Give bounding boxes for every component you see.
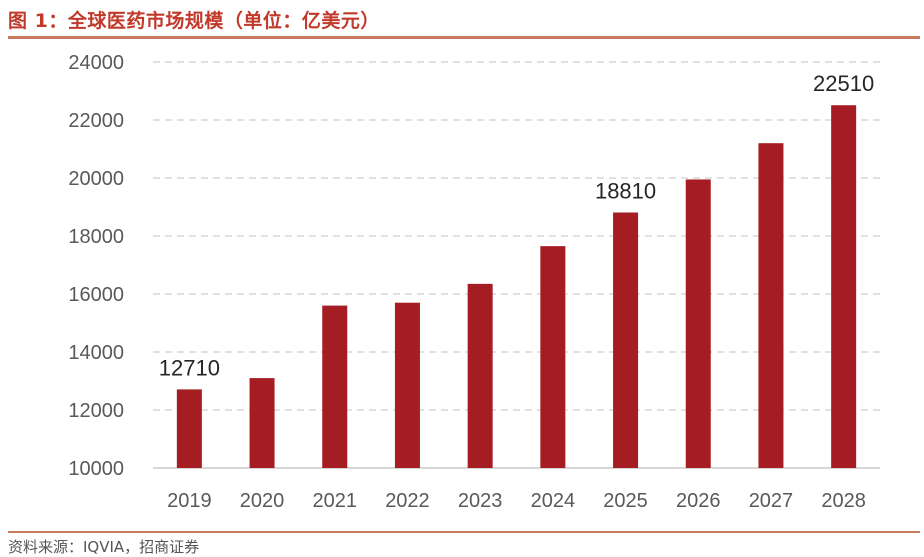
bar-2020 [249,378,275,468]
y-tick-label: 20000 [68,168,124,190]
bar-2021 [322,305,348,468]
x-tick-label: 2019 [167,490,212,512]
y-tick-label: 10000 [68,458,124,480]
y-tick-label: 16000 [68,284,124,306]
x-tick-label: 2023 [458,490,503,512]
bar-2022 [394,302,420,468]
y-tick-label: 22000 [68,110,124,132]
figure-title: 图 1：全球医药市场规模（单位：亿美元） [8,10,380,32]
title-divider [8,36,920,39]
x-tick-label: 2026 [676,490,721,512]
x-tick-label: 2020 [240,490,285,512]
bar-2026 [685,179,711,468]
x-tick-label: 2028 [821,490,866,512]
bar-2024 [540,246,566,468]
x-tick-label: 2025 [603,490,648,512]
x-tick-label: 2022 [385,490,430,512]
data-label: 18810 [595,179,656,204]
bar-2028 [831,105,857,469]
x-tick-label: 2021 [313,490,358,512]
x-tick-label: 2027 [749,490,794,512]
bar-2025 [613,212,639,468]
bar-2023 [467,283,493,468]
y-axis-ticks: 10000 12000 14000 16000 18000 20000 22000 24000 [68,52,124,480]
bar-2027 [758,143,784,468]
y-tick-label: 24000 [68,52,124,74]
bar-chart: 10000 12000 14000 16000 18000 20000 22000 24000… [68,52,880,512]
data-label: 12710 [159,355,220,380]
data-labels: 12710 18810 22510 [159,71,874,380]
y-tick-label: 18000 [68,226,124,248]
data-label: 22510 [813,71,874,96]
bar-2019 [176,389,202,468]
y-tick-label: 12000 [68,400,124,422]
x-axis-ticks: 2019 2020 2021 2022 2023 2024 2025 2026 2027 2028 [167,490,866,512]
x-tick-label: 2024 [531,490,576,512]
footer-divider [8,531,920,533]
source-note: 资料来源：IQVIA，招商证券 [8,538,200,556]
y-tick-label: 14000 [68,342,124,364]
bars [176,105,857,469]
